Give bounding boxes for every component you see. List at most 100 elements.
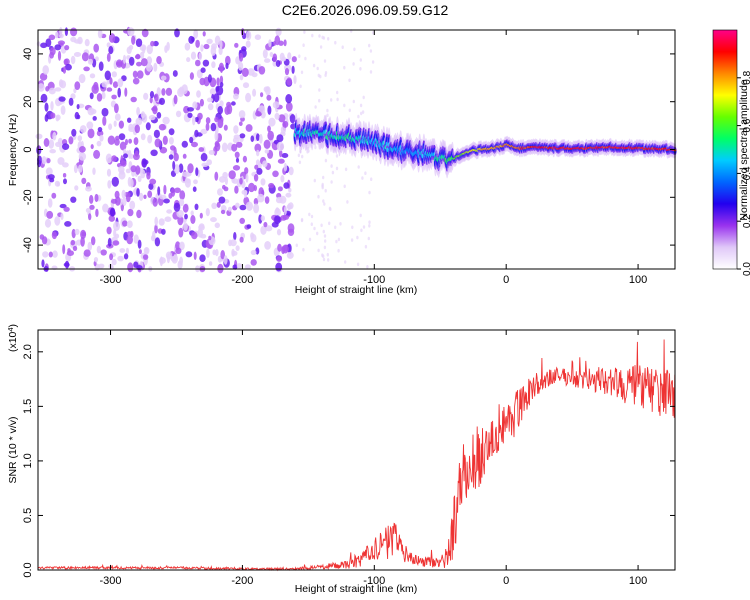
noise-cell (133, 137, 139, 146)
noise-cell (79, 125, 87, 134)
noise-cell (146, 63, 153, 72)
spectrogram-cells (35, 26, 677, 274)
noise-cell (127, 27, 135, 36)
noise-cell (281, 56, 287, 62)
noise-cell (327, 258, 330, 262)
noise-cell (70, 93, 76, 100)
noise-cell (184, 213, 188, 220)
noise-cell (140, 133, 146, 141)
noise-cell (215, 85, 224, 96)
noise-cell (202, 59, 210, 67)
noise-cell (151, 106, 158, 112)
noise-cell (239, 204, 247, 211)
noise-cell (276, 229, 282, 236)
colorbar-tick-label: 0.6 (742, 118, 750, 132)
noise-cell (234, 151, 240, 158)
noise-cell (117, 255, 124, 262)
noise-cell (329, 207, 332, 211)
noise-cell (137, 175, 142, 182)
noise-cell (127, 176, 132, 187)
noise-cell (322, 254, 325, 258)
noise-cell (161, 228, 166, 235)
noise-cell (339, 222, 342, 226)
noise-cell (238, 61, 244, 71)
noise-cell (54, 31, 59, 39)
noise-cell (187, 107, 194, 112)
noise-cell (242, 155, 247, 163)
noise-cell (157, 186, 161, 196)
noise-cell (111, 155, 117, 162)
noise-cell (366, 265, 369, 269)
noise-cell (70, 196, 77, 203)
noise-cell (266, 94, 272, 101)
noise-cell (322, 36, 326, 40)
noise-cell (288, 187, 292, 193)
noise-cell (306, 149, 309, 154)
noise-cell (107, 237, 112, 247)
x-tick-label: -200 (231, 575, 253, 587)
noise-cell (346, 200, 349, 204)
noise-cell (250, 249, 257, 256)
noise-cell (326, 113, 329, 118)
noise-cell (149, 96, 153, 104)
noise-cell (115, 61, 123, 66)
noise-cell (336, 97, 339, 102)
noise-cell (286, 251, 294, 259)
noise-cell (160, 75, 167, 81)
noise-cell (87, 58, 94, 65)
noise-cell (360, 111, 363, 116)
noise-cell (122, 220, 128, 227)
noise-cell (119, 248, 126, 253)
noise-cell (182, 153, 187, 159)
noise-cell (359, 213, 362, 218)
snr-x-ticks: -300 -200 -100 0 100 (100, 330, 647, 587)
noise-cell (343, 65, 346, 70)
noise-cell (165, 87, 173, 96)
noise-cell (87, 241, 93, 251)
noise-cell (78, 164, 83, 173)
noise-cell (268, 39, 272, 48)
noise-cell (260, 225, 267, 235)
noise-cell (174, 187, 181, 194)
noise-cell (369, 70, 373, 74)
noise-cell (256, 149, 260, 157)
noise-cell (308, 212, 311, 217)
noise-cell (210, 217, 217, 223)
noise-cell (369, 49, 373, 53)
noise-cell (89, 92, 94, 100)
noise-cell (277, 186, 283, 192)
noise-cell (183, 222, 188, 231)
noise-cell (344, 167, 348, 172)
noise-cell (218, 196, 226, 204)
noise-cell (158, 123, 166, 131)
noise-cell (190, 210, 194, 216)
noise-cell (100, 249, 107, 256)
noise-cell (184, 178, 191, 188)
noise-cell (233, 125, 239, 134)
noise-cell (135, 53, 141, 60)
noise-cell (203, 43, 210, 50)
noise-cell (272, 60, 278, 67)
noise-cell (96, 93, 103, 102)
noise-cell (219, 40, 223, 49)
noise-cell (343, 103, 346, 108)
noise-cell (322, 257, 326, 262)
noise-cell (128, 56, 135, 66)
x-tick-label: 100 (629, 575, 647, 587)
noise-cell (159, 97, 165, 105)
noise-cell (70, 36, 77, 43)
noise-cell (267, 125, 271, 133)
noise-cell (178, 163, 184, 173)
noise-cell (193, 251, 197, 260)
noise-cell (182, 171, 190, 177)
noise-cell (92, 167, 96, 175)
noise-cell (119, 141, 127, 151)
noise-cell (99, 134, 104, 142)
noise-cell (285, 102, 293, 112)
noise-cell (71, 128, 77, 137)
noise-cell (239, 74, 244, 81)
noise-cell (275, 60, 281, 67)
noise-cell (255, 133, 260, 141)
noise-cell (299, 84, 302, 89)
noise-cell (77, 135, 83, 142)
